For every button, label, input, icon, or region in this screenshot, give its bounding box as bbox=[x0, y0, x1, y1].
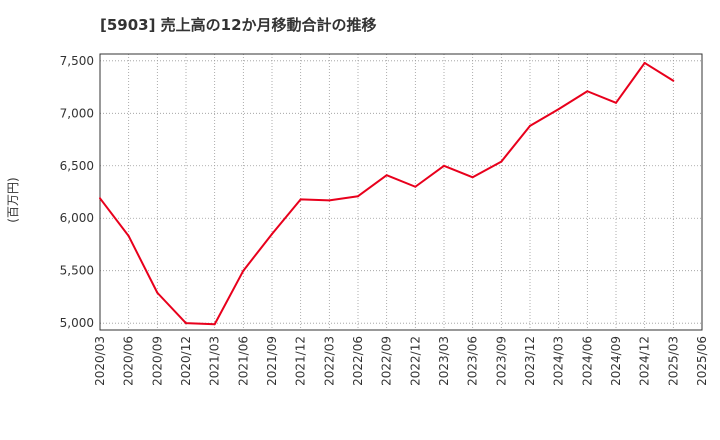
data-point bbox=[271, 232, 273, 235]
x-tick-label: 2024/12 bbox=[638, 336, 652, 386]
x-tick-label: 2023/09 bbox=[494, 336, 508, 386]
x-tick-label: 2021/12 bbox=[294, 336, 308, 386]
data-point bbox=[443, 164, 445, 167]
x-tick-label: 2020/03 bbox=[93, 336, 107, 386]
x-tick-label: 2020/12 bbox=[179, 336, 193, 386]
data-point bbox=[672, 79, 675, 82]
x-tick-label: 2021/06 bbox=[236, 336, 250, 386]
series-layer bbox=[99, 61, 675, 326]
x-tick-label: 2020/06 bbox=[122, 336, 136, 386]
x-tick-label: 2024/09 bbox=[609, 336, 623, 386]
data-point bbox=[615, 101, 617, 104]
x-tick-label: 2023/12 bbox=[523, 336, 537, 386]
data-point bbox=[213, 323, 216, 326]
data-point bbox=[156, 291, 159, 294]
plot-frame bbox=[99, 53, 703, 331]
x-tick-label: 2020/09 bbox=[150, 336, 164, 386]
data-point bbox=[185, 322, 187, 325]
x-tick-label: 2024/06 bbox=[580, 336, 594, 386]
data-point bbox=[557, 108, 560, 111]
data-point bbox=[385, 174, 388, 177]
axis-layer: 5,000 5,500 6,000 6,500 7,000 7,500 2020/03 202… bbox=[60, 53, 709, 386]
y-tick-label: 7,000 bbox=[60, 106, 94, 120]
data-point bbox=[500, 160, 503, 163]
x-tick-label: 2022/06 bbox=[351, 336, 365, 386]
x-tick-label: 2025/03 bbox=[666, 336, 680, 386]
x-tick-label: 2025/06 bbox=[695, 336, 709, 386]
data-point bbox=[242, 269, 245, 272]
x-tick-label: 2022/12 bbox=[408, 336, 422, 386]
data-point bbox=[328, 199, 331, 202]
data-point bbox=[414, 185, 417, 188]
y-tick-label: 6,500 bbox=[60, 159, 94, 173]
x-tick-label: 2021/03 bbox=[208, 336, 222, 386]
x-tick-label: 2023/03 bbox=[437, 336, 451, 386]
y-tick-label: 7,500 bbox=[60, 54, 94, 68]
data-point bbox=[643, 61, 646, 64]
y-tick-label: 6,000 bbox=[60, 211, 94, 225]
chart-title: [5903] 売上高の12か月移動合計の推移 bbox=[100, 16, 377, 34]
data-point bbox=[127, 235, 130, 238]
data-point bbox=[471, 176, 474, 179]
data-point bbox=[529, 124, 531, 127]
x-tick-label: 2023/06 bbox=[466, 336, 480, 386]
x-tick-label: 2021/09 bbox=[265, 336, 279, 386]
y-tick-label: 5,000 bbox=[60, 316, 94, 330]
y-axis-label: (百万円) bbox=[6, 177, 20, 222]
x-tick-label: 2022/09 bbox=[380, 336, 394, 386]
data-point bbox=[586, 90, 589, 93]
x-tick-label: 2022/03 bbox=[322, 336, 336, 386]
data-point bbox=[99, 197, 101, 200]
grid-layer bbox=[99, 54, 703, 330]
data-point bbox=[357, 195, 359, 198]
y-tick-label: 5,500 bbox=[60, 264, 94, 278]
x-tick-label: 2024/03 bbox=[552, 336, 566, 386]
data-point bbox=[299, 198, 302, 201]
